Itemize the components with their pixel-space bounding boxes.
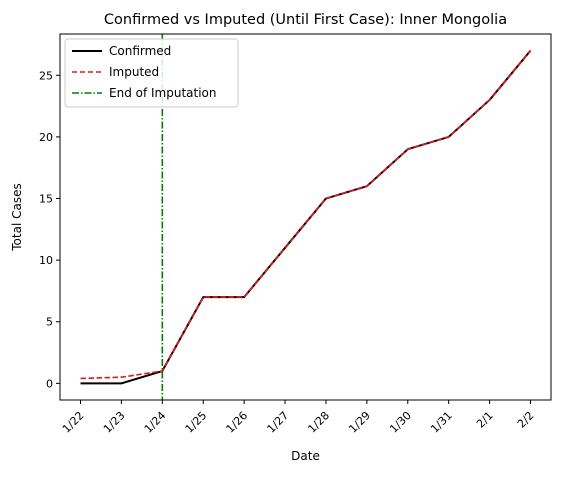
x-tick-label: 1/26 [224, 409, 251, 436]
legend-label-end-of-imputation: End of Imputation [109, 86, 217, 100]
x-tick-label: 1/22 [60, 409, 87, 436]
x-tick-label: 2/1 [474, 409, 496, 431]
y-axis-label: Total Cases [10, 183, 24, 251]
x-tick-label: 1/31 [428, 409, 455, 436]
chart-title: Confirmed vs Imputed (Until First Case):… [104, 12, 507, 28]
y-tick-label: 20 [39, 131, 53, 144]
legend-label-confirmed: Confirmed [109, 44, 171, 58]
legend: Confirmed Imputed End of Imputation [65, 39, 238, 107]
x-axis-label: Date [291, 449, 320, 463]
y-tick-label: 0 [46, 377, 53, 390]
x-tick-label: 1/23 [101, 409, 128, 436]
x-tick-label: 1/27 [265, 409, 292, 436]
x-tick-label: 1/25 [183, 409, 210, 436]
x-tick-label: 1/24 [142, 409, 169, 436]
x-tick-label: 1/30 [387, 409, 414, 436]
y-tick-label: 5 [46, 316, 53, 329]
y-tick-label: 15 [39, 193, 53, 206]
x-tick-label: 1/29 [346, 409, 373, 436]
y-tick-label: 25 [39, 69, 53, 82]
legend-label-imputed: Imputed [109, 65, 159, 79]
y-tick-label: 10 [39, 254, 53, 267]
x-tick-label: 2/2 [515, 409, 537, 431]
x-tick-label: 1/28 [305, 409, 332, 436]
